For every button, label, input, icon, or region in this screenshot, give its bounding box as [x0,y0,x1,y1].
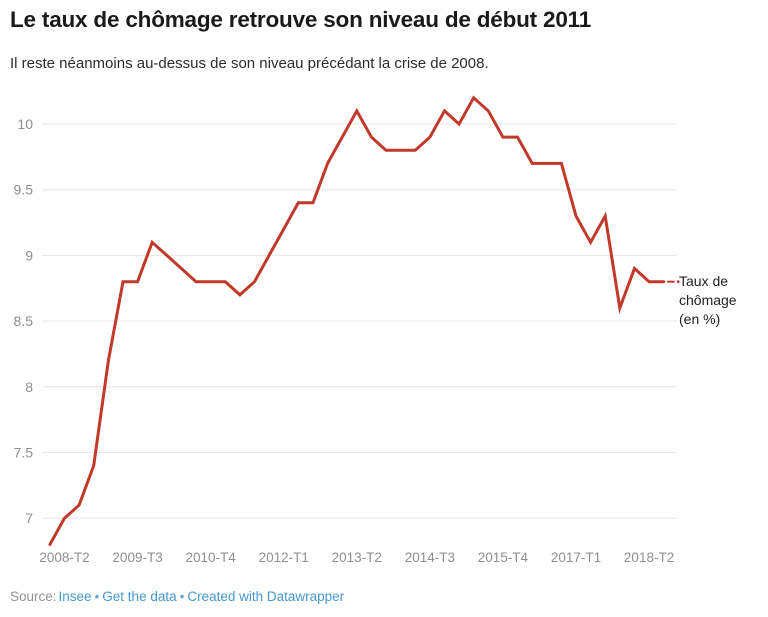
y-tick-label: 7 [25,510,33,526]
source-label: Source: [10,589,57,604]
chart-subtitle: Il reste néanmoins au-dessus de son nive… [10,55,489,72]
footer-separator: • [94,589,100,604]
source-link-insee[interactable]: Insee [58,589,92,604]
x-tick-label: 2009-T3 [112,550,162,565]
x-tick-label: 2012-T1 [259,550,309,565]
datawrapper-credit-link[interactable]: Created with Datawrapper [187,589,345,604]
x-tick-label: 2010-T4 [186,550,237,565]
y-tick-label: 8 [25,379,33,395]
footer-separator: • [179,589,185,604]
footer: Source: Insee • Get the data • Created with D… [10,589,344,604]
y-tick-label: 8.5 [14,313,34,329]
y-tick-label: 9 [25,247,33,263]
y-tick-label: 7.5 [14,445,34,461]
x-tick-label: 2015-T4 [478,550,529,565]
y-tick-label: 10 [17,116,33,132]
x-tick-label: 2013-T2 [332,550,382,565]
unemployment-rate-line [48,95,666,546]
series-legend-label: Taux de chômage (en %) [679,273,737,327]
x-tick-label: 2014-T3 [405,550,455,565]
chart-title: Le taux de chômage retrouve son niveau d… [10,7,592,32]
x-tick-label: 2008-T2 [39,550,89,565]
get-the-data-link[interactable]: Get the data [102,589,177,604]
y-tick-label: 9.5 [14,182,34,198]
x-tick-label: 2017-T1 [551,550,601,565]
legend-connector-dot [676,280,680,284]
x-tick-label: 2018-T2 [624,550,674,565]
